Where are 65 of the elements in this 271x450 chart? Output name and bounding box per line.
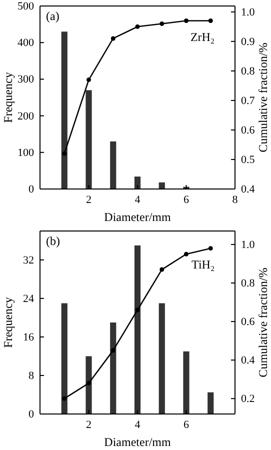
series-label: TiH₂	[192, 257, 215, 272]
series-label: ZrH₂	[190, 30, 215, 44]
x-tick-label: 8	[232, 194, 238, 206]
bar	[61, 32, 68, 189]
point	[184, 252, 189, 256]
bar	[208, 392, 214, 414]
bar	[86, 356, 92, 414]
bar	[61, 303, 68, 414]
y2-tick-label: 0.6	[241, 316, 256, 328]
y-tick-label: 8	[28, 370, 34, 382]
y2-tick-label: 0.4	[241, 184, 256, 196]
y2-tick-label: 0.7	[241, 94, 256, 107]
point	[135, 308, 140, 312]
y-tick-label: 300	[18, 74, 34, 86]
x-tick-label: 4	[134, 194, 141, 206]
point	[160, 267, 164, 272]
y2-tick-label: 1.0	[241, 239, 256, 252]
bar	[183, 351, 190, 414]
x-axis-title: Diameter/mm	[104, 435, 172, 449]
bar	[86, 90, 92, 189]
point	[208, 246, 213, 251]
y-tick-label: 200	[18, 110, 34, 122]
bar	[110, 322, 116, 414]
y-tick-label: 32	[23, 254, 34, 266]
y2-tick-label: 0.2	[241, 393, 255, 406]
point	[110, 348, 116, 353]
point	[208, 18, 213, 24]
y-tick-label: 100	[18, 146, 34, 159]
point	[160, 21, 164, 26]
y2-tick-label: 0.5	[241, 154, 256, 166]
point	[135, 24, 140, 29]
y-tick-label: 400	[18, 37, 34, 50]
x-tick-label: 4	[134, 418, 141, 431]
x-axis-title: Diameter/mm	[104, 210, 172, 224]
y-tick-label: 24	[23, 292, 34, 305]
bar	[134, 176, 141, 189]
annotation: (a)	[46, 9, 60, 23]
y2-axis-title: Cumulative fraction/%	[256, 42, 270, 152]
point	[86, 78, 92, 82]
point	[184, 18, 189, 24]
point	[86, 380, 92, 386]
y-tick-label: 500	[18, 0, 34, 13]
y-axis-title: Frequency	[1, 72, 15, 123]
y2-tick-label: 0.8	[241, 278, 256, 290]
y-tick-label: 0	[28, 408, 34, 421]
y2-axis-title: Cumulative fraction/%	[256, 268, 270, 378]
point	[62, 396, 67, 401]
y2-tick-label: 1.0	[241, 6, 256, 18]
y2-tick-label: 0.4	[241, 354, 256, 367]
point	[110, 36, 116, 41]
bar	[110, 141, 116, 189]
y2-tick-label: 0.8	[241, 65, 256, 78]
x-tick-label: 2	[86, 194, 92, 206]
bar	[158, 303, 165, 414]
bar	[134, 245, 141, 414]
y-axis-title: Frequency	[1, 297, 15, 348]
y-tick-label: 0	[28, 184, 34, 196]
x-tick-label: 2	[86, 418, 92, 431]
y-tick-label: 16	[23, 331, 34, 344]
x-tick-label: 6	[184, 194, 190, 206]
point	[62, 151, 67, 156]
y2-tick-label: 0.9	[241, 36, 256, 48]
x-tick-label: 6	[184, 418, 190, 431]
y2-tick-label: 0.6	[241, 124, 256, 136]
annotation: (b)	[46, 234, 60, 248]
